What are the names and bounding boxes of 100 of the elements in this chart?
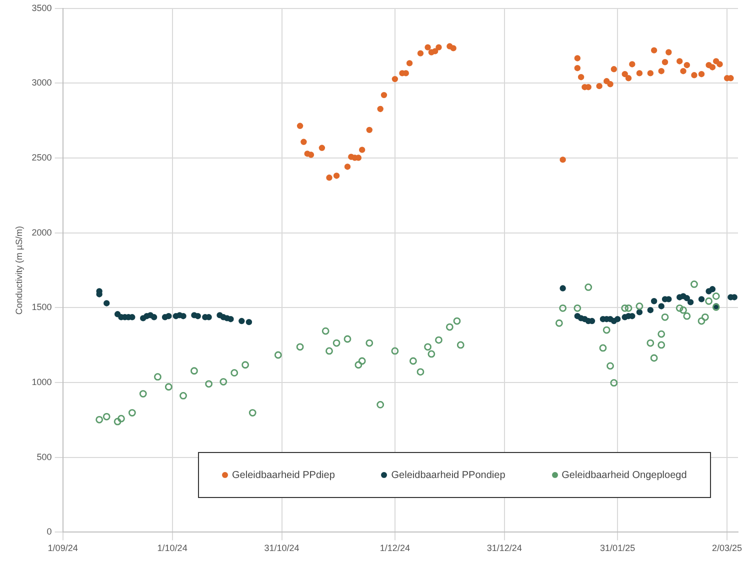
point [450, 45, 456, 52]
point [661, 313, 669, 321]
point [602, 326, 610, 334]
point [676, 58, 683, 64]
point [318, 144, 326, 151]
point [436, 44, 442, 50]
point [606, 362, 614, 370]
point [180, 392, 187, 400]
point [636, 309, 643, 316]
point [230, 369, 238, 377]
point [104, 300, 110, 306]
x-tick-label: 1/10/24 [157, 543, 188, 554]
point [650, 354, 658, 362]
point [622, 71, 628, 78]
y-tick-label: 1000 [32, 377, 52, 388]
point [392, 76, 398, 82]
point [453, 317, 461, 325]
point [435, 336, 442, 344]
y-tick-label: 1500 [32, 302, 52, 312]
point [344, 164, 351, 170]
point [428, 350, 436, 358]
x-tick-label: 2/03/25 [712, 543, 742, 554]
point [709, 64, 716, 70]
x-tick-label: 31/12/24 [486, 543, 522, 554]
point [366, 339, 374, 347]
point [354, 361, 362, 369]
point [691, 72, 698, 78]
point [574, 304, 582, 312]
point [333, 172, 340, 179]
point [164, 383, 172, 391]
point [683, 312, 691, 320]
point [128, 409, 136, 416]
point [680, 68, 686, 74]
point [326, 347, 333, 355]
point [555, 319, 563, 327]
point [424, 343, 432, 351]
point [118, 414, 125, 422]
point [332, 339, 340, 347]
point [300, 138, 307, 145]
point [322, 327, 330, 335]
point [650, 298, 658, 304]
point [194, 312, 201, 320]
point [296, 343, 304, 351]
point [446, 323, 454, 331]
x-tick-label: 31/10/24 [264, 543, 300, 554]
y-tick-label: 0 [46, 526, 52, 537]
point [676, 304, 684, 312]
point [150, 314, 158, 320]
y-axis-title: Conductivity (m µS/m) [14, 226, 24, 315]
x-tick-label: 1/12/24 [380, 543, 410, 554]
point [701, 313, 709, 321]
point [596, 82, 602, 90]
point [424, 44, 431, 50]
legend-label: Geleidbaarheid PPdiep [232, 470, 335, 481]
point [296, 122, 304, 129]
point [377, 106, 384, 112]
point [246, 318, 252, 326]
point [238, 318, 245, 324]
point [599, 344, 607, 352]
point [380, 92, 388, 98]
legend-label: Geleidbaarheid Ongeploegd [562, 470, 687, 481]
point [624, 304, 632, 312]
y-tick-label: 2500 [32, 152, 52, 163]
point [406, 60, 413, 66]
point [698, 71, 705, 78]
point [607, 81, 614, 88]
point [614, 316, 621, 322]
point [102, 412, 110, 420]
point [366, 126, 372, 134]
point [716, 61, 723, 68]
point [690, 280, 698, 288]
point [705, 297, 713, 305]
point [574, 65, 581, 72]
point [698, 317, 706, 325]
point [242, 361, 249, 369]
point [180, 312, 186, 320]
point [114, 418, 122, 426]
point [228, 316, 234, 322]
point [687, 299, 694, 306]
point [139, 390, 147, 398]
point [698, 296, 705, 302]
legend-label: Geleidbaarheid PPondiep [391, 470, 506, 481]
y-tick-label: 500 [36, 452, 52, 462]
point [610, 379, 618, 387]
point [574, 55, 581, 62]
point [584, 284, 592, 291]
point [684, 295, 690, 302]
point [621, 304, 629, 312]
point [344, 335, 352, 343]
point [205, 380, 213, 388]
point [662, 59, 668, 66]
point [658, 330, 666, 338]
point [709, 286, 716, 292]
point [578, 74, 584, 80]
y-tick-label: 3000 [32, 78, 52, 88]
point [636, 70, 643, 76]
point [560, 285, 566, 292]
y-tick-label: 3500 [32, 2, 52, 13]
point [432, 48, 438, 54]
point [712, 292, 720, 300]
